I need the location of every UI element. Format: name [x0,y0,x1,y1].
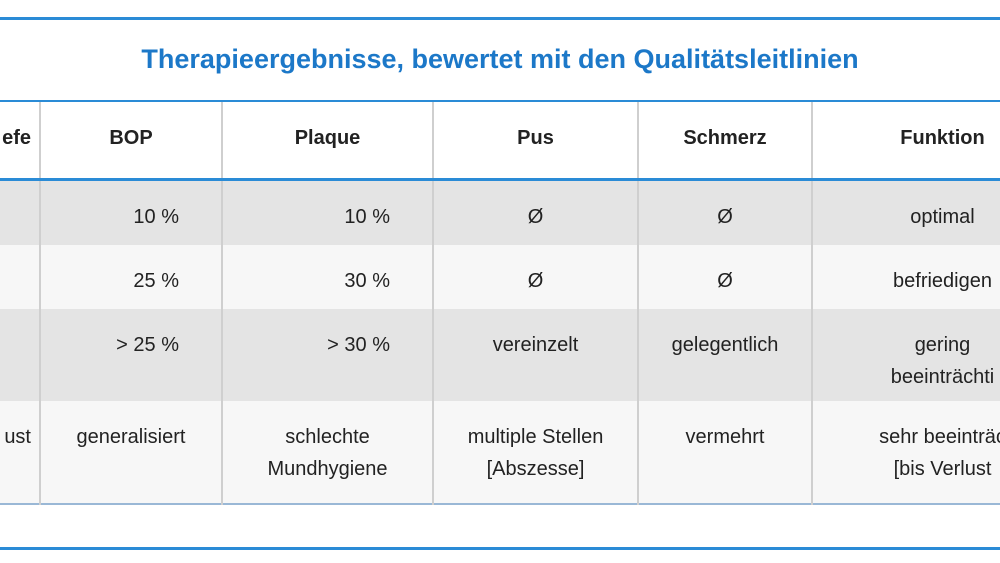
table-cell: 25 % [39,245,222,309]
table-cell: Ø [432,245,638,309]
table-cell [0,179,40,245]
table-cell [0,245,40,309]
header-cell: Pus [432,102,638,180]
table-cell: vermehrt [637,401,812,504]
table-row: > 25 % > 30 % vereinzelt gelegentlich gering… [0,309,1000,401]
title: Therapieergebnisse, bewertet mit den Qua… [141,44,859,74]
table-cell: > 30 % [221,309,433,401]
table-cell: Ø [637,179,812,245]
table-cell: schlechte Mundhygiene [221,401,433,504]
table-row: ust generalisiert schlechte Mundhygiene mul… [0,401,1000,504]
header-cell: Plaque [221,102,433,180]
bottom-rule [0,547,1000,550]
table-cell: Ø [432,179,638,245]
table-cell: sehr beeinträc [bis Verlust [811,401,1000,504]
top-rule [0,17,1000,20]
table-cell: multiple Stellen [Abszesse] [432,401,638,504]
table-cell: optimal [811,179,1000,245]
results-table: efe BOP Plaque Pus Schmerz Funktion 10 % 10 % Ø… [0,102,1000,505]
table-cell: generalisiert [39,401,222,504]
header-cell: Funktion [811,102,1000,180]
header-cell: BOP [39,102,222,180]
table-cell: vereinzelt [432,309,638,401]
table-cell: befriedigen [811,245,1000,309]
table-cell: gering beeinträchti [811,309,1000,401]
table-header: efe BOP Plaque Pus Schmerz Funktion [0,102,1000,180]
table-cell: > 25 % [39,309,222,401]
header-cell: efe [0,102,40,180]
table-cell: gelegentlich [637,309,812,401]
table-cell [0,309,40,401]
table-cell: 10 % [39,179,222,245]
header-cell: Schmerz [637,102,812,180]
table-cell: 30 % [221,245,433,309]
table-cell: ust [0,401,40,504]
table-cell: Ø [637,245,812,309]
header-row: efe BOP Plaque Pus Schmerz Funktion [0,102,1000,180]
table-cell: 10 % [221,179,433,245]
